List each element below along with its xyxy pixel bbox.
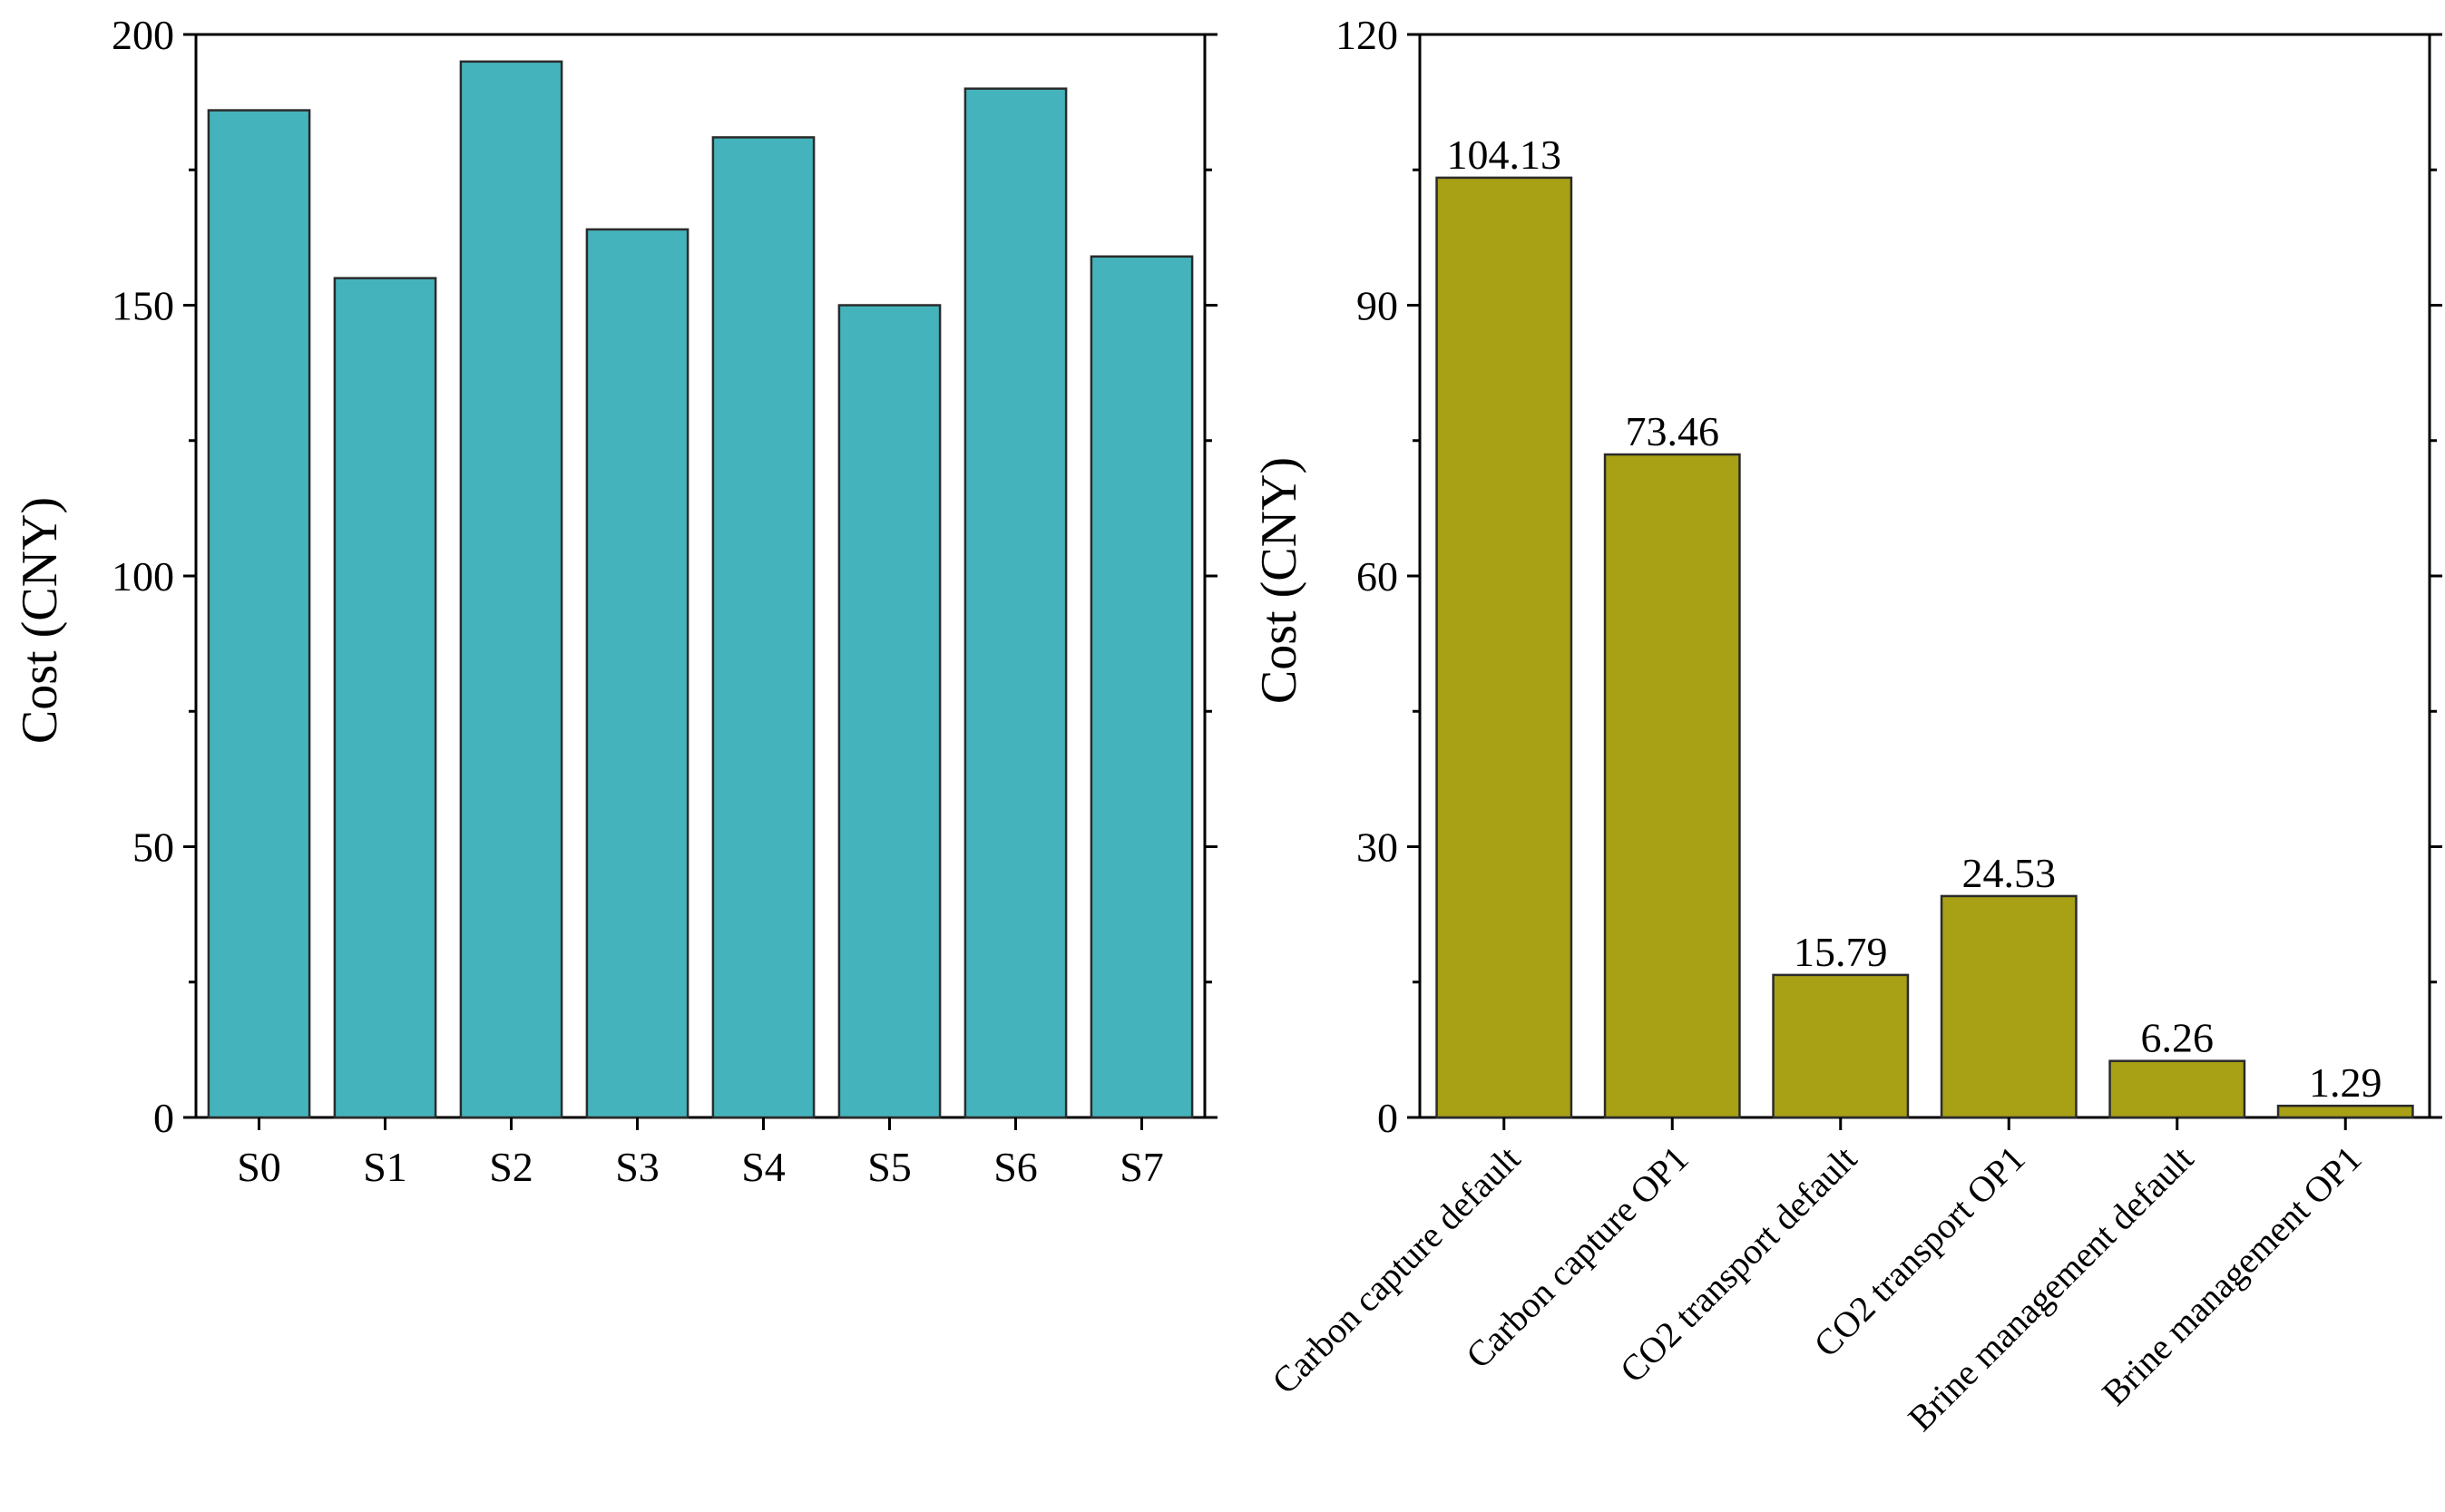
right-y-tick-label: 0 xyxy=(1377,1095,1398,1141)
right-data-label: 104.13 xyxy=(1447,132,1562,178)
right-bar-5 xyxy=(2276,1104,2414,1119)
right-y-axis-title: Cost (CNY) xyxy=(1251,457,1307,704)
right-bar-4 xyxy=(2108,1059,2246,1119)
left-bar-0 xyxy=(207,109,311,1119)
left-y-tick-label: 50 xyxy=(132,824,174,871)
right-data-label: 1.29 xyxy=(2309,1059,2382,1106)
right-x-tick-label: Brine management default xyxy=(1900,1138,2201,1439)
left-y-tick-label: 200 xyxy=(112,12,174,58)
left-y-tick-label: 0 xyxy=(153,1095,174,1141)
left-bar-5 xyxy=(837,304,942,1119)
left-bar-4 xyxy=(711,136,816,1119)
left-bar-1 xyxy=(333,277,437,1119)
right-bar-1 xyxy=(1603,453,1741,1119)
left-bar-3 xyxy=(585,228,689,1119)
left-y-axis-title: Cost (CNY) xyxy=(12,497,68,744)
right-bar-3 xyxy=(1940,894,2078,1119)
left-x-tick-label: S6 xyxy=(993,1144,1038,1190)
right-y-tick-label: 120 xyxy=(1335,12,1398,58)
chart-left-scenario-cost: Cost (CNY) 0 50 100 150 200 S0 S1 S2 S3 S4 S5 S6 S7 xyxy=(12,12,1218,1190)
left-x-tick-label: S4 xyxy=(741,1144,786,1190)
right-bar-2 xyxy=(1772,973,1910,1119)
left-x-tick-label: S1 xyxy=(363,1144,407,1190)
left-bar-7 xyxy=(1090,255,1194,1119)
left-y-tick-label: 100 xyxy=(112,553,174,600)
left-x-tick-label: S0 xyxy=(237,1144,281,1190)
left-y-tick-label: 150 xyxy=(112,283,174,329)
left-bar-2 xyxy=(459,60,563,1119)
left-bar-6 xyxy=(963,87,1068,1119)
right-data-label: 24.53 xyxy=(1962,850,2057,896)
left-x-tick-label: S2 xyxy=(489,1144,533,1190)
right-y-tick-label: 30 xyxy=(1356,824,1398,871)
right-data-label: 73.46 xyxy=(1626,408,1720,454)
right-data-label: 15.79 xyxy=(1794,929,1888,975)
left-x-tick-label: S7 xyxy=(1120,1144,1164,1190)
right-y-tick-label: 60 xyxy=(1356,553,1398,600)
right-y-tick-label: 90 xyxy=(1356,283,1398,329)
right-data-label: 6.26 xyxy=(2141,1015,2215,1061)
left-x-tick-label: S5 xyxy=(867,1144,912,1190)
right-bar-0 xyxy=(1435,176,1573,1119)
left-x-tick-label: S3 xyxy=(615,1144,660,1190)
